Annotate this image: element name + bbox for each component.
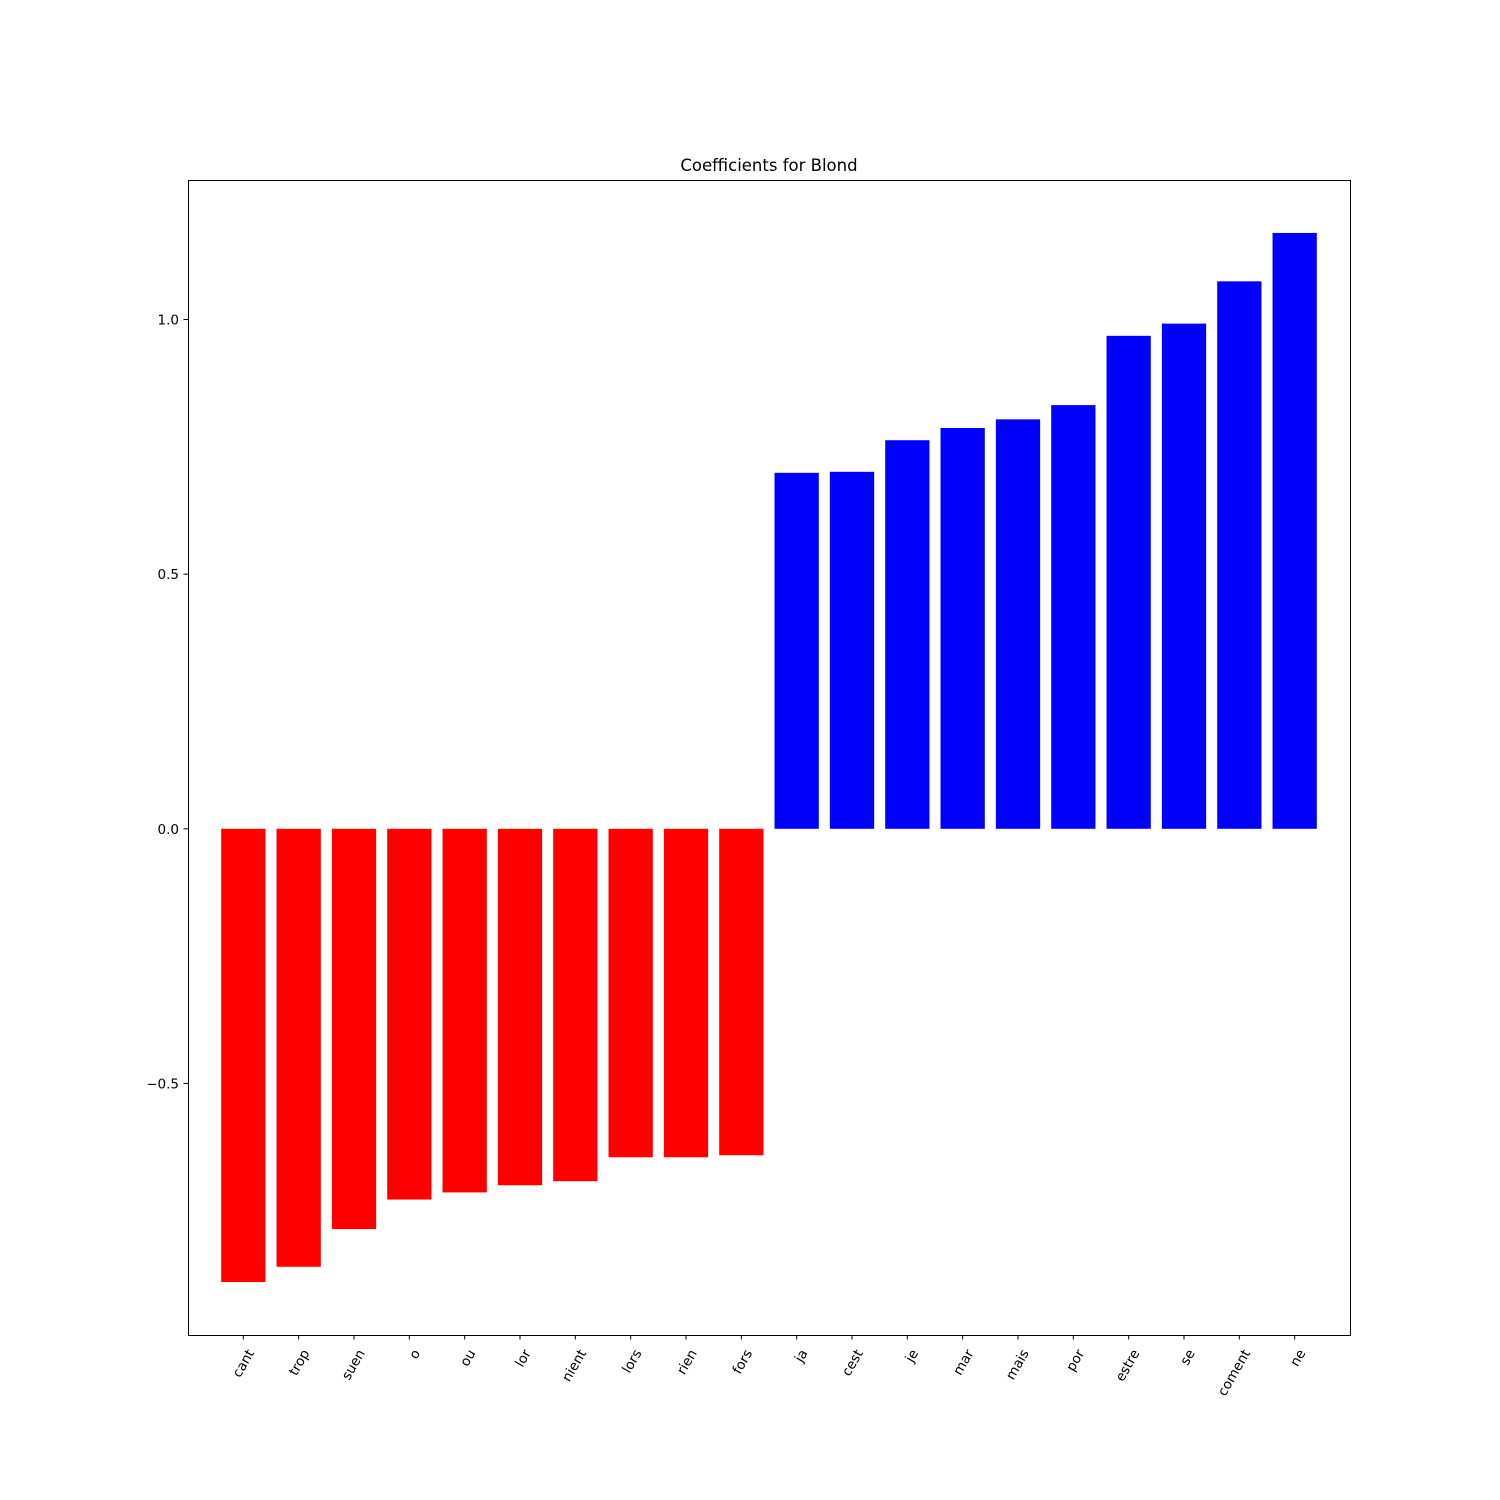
x-tick-label-cest: cest (839, 1347, 867, 1379)
x-tick-label-ou: ou (457, 1347, 479, 1370)
bar-ou (442, 828, 487, 1193)
x-tick-label-rien: rien (674, 1347, 701, 1378)
x-tick-label-mar: mar (950, 1346, 978, 1378)
bar-se (1161, 323, 1207, 829)
bar-lor (497, 828, 543, 1186)
y-tick-label: 0.0 (158, 822, 179, 838)
bar-o (387, 828, 432, 1200)
x-tick-label-nient: nient (559, 1347, 590, 1385)
plot-frame (188, 180, 1351, 1336)
bar-ne (1272, 232, 1317, 829)
bar-lors (608, 828, 653, 1158)
x-tick-label-je: je (902, 1347, 922, 1366)
bar-rien (663, 828, 709, 1158)
chart-title: Coefficients for Blond (680, 156, 857, 175)
x-tick-label-coment: coment (1215, 1347, 1254, 1399)
bar-ja (774, 472, 819, 829)
bar-nient (553, 828, 598, 1182)
bar-fors (719, 828, 764, 1156)
x-tick-label-se: se (1177, 1347, 1199, 1368)
x-tick-label-lors: lors (619, 1347, 645, 1376)
bar-je (885, 440, 930, 829)
x-axis: cant trop suen o ou lor nient lors rien fors ja ces… (229, 1335, 1309, 1399)
bar-trop (276, 828, 321, 1267)
y-tick-label: −0.5 (146, 1076, 179, 1092)
bar-coment (1217, 281, 1262, 829)
x-tick-label-lor: lor (512, 1346, 535, 1370)
bar-mais (995, 419, 1041, 829)
x-tick-label-estre: estre (1112, 1347, 1143, 1385)
x-tick-label-ne: ne (1287, 1347, 1309, 1370)
y-axis: −0.5 0.0 0.5 1.0 (146, 313, 188, 1092)
x-tick-label-fors: fors (729, 1347, 756, 1377)
x-tick-label-o: o (406, 1347, 424, 1362)
bars-group (221, 232, 1317, 1283)
y-tick-label: 0.5 (158, 567, 179, 583)
bar-estre (1106, 335, 1151, 829)
x-tick-label-ja: ja (791, 1347, 811, 1366)
x-tick-label-cant: cant (229, 1347, 258, 1381)
x-tick-label-mais: mais (1003, 1347, 1033, 1383)
bar-mar (940, 428, 985, 829)
y-tick-label: 1.0 (158, 313, 179, 329)
bar-por (1051, 405, 1096, 829)
x-tick-label-suen: suen (339, 1347, 369, 1383)
x-tick-label-trop: trop (286, 1347, 314, 1379)
bar-cant (221, 828, 266, 1283)
bar-cest (829, 471, 875, 829)
x-tick-label-por: por (1063, 1346, 1088, 1374)
bar-suen (331, 828, 377, 1230)
